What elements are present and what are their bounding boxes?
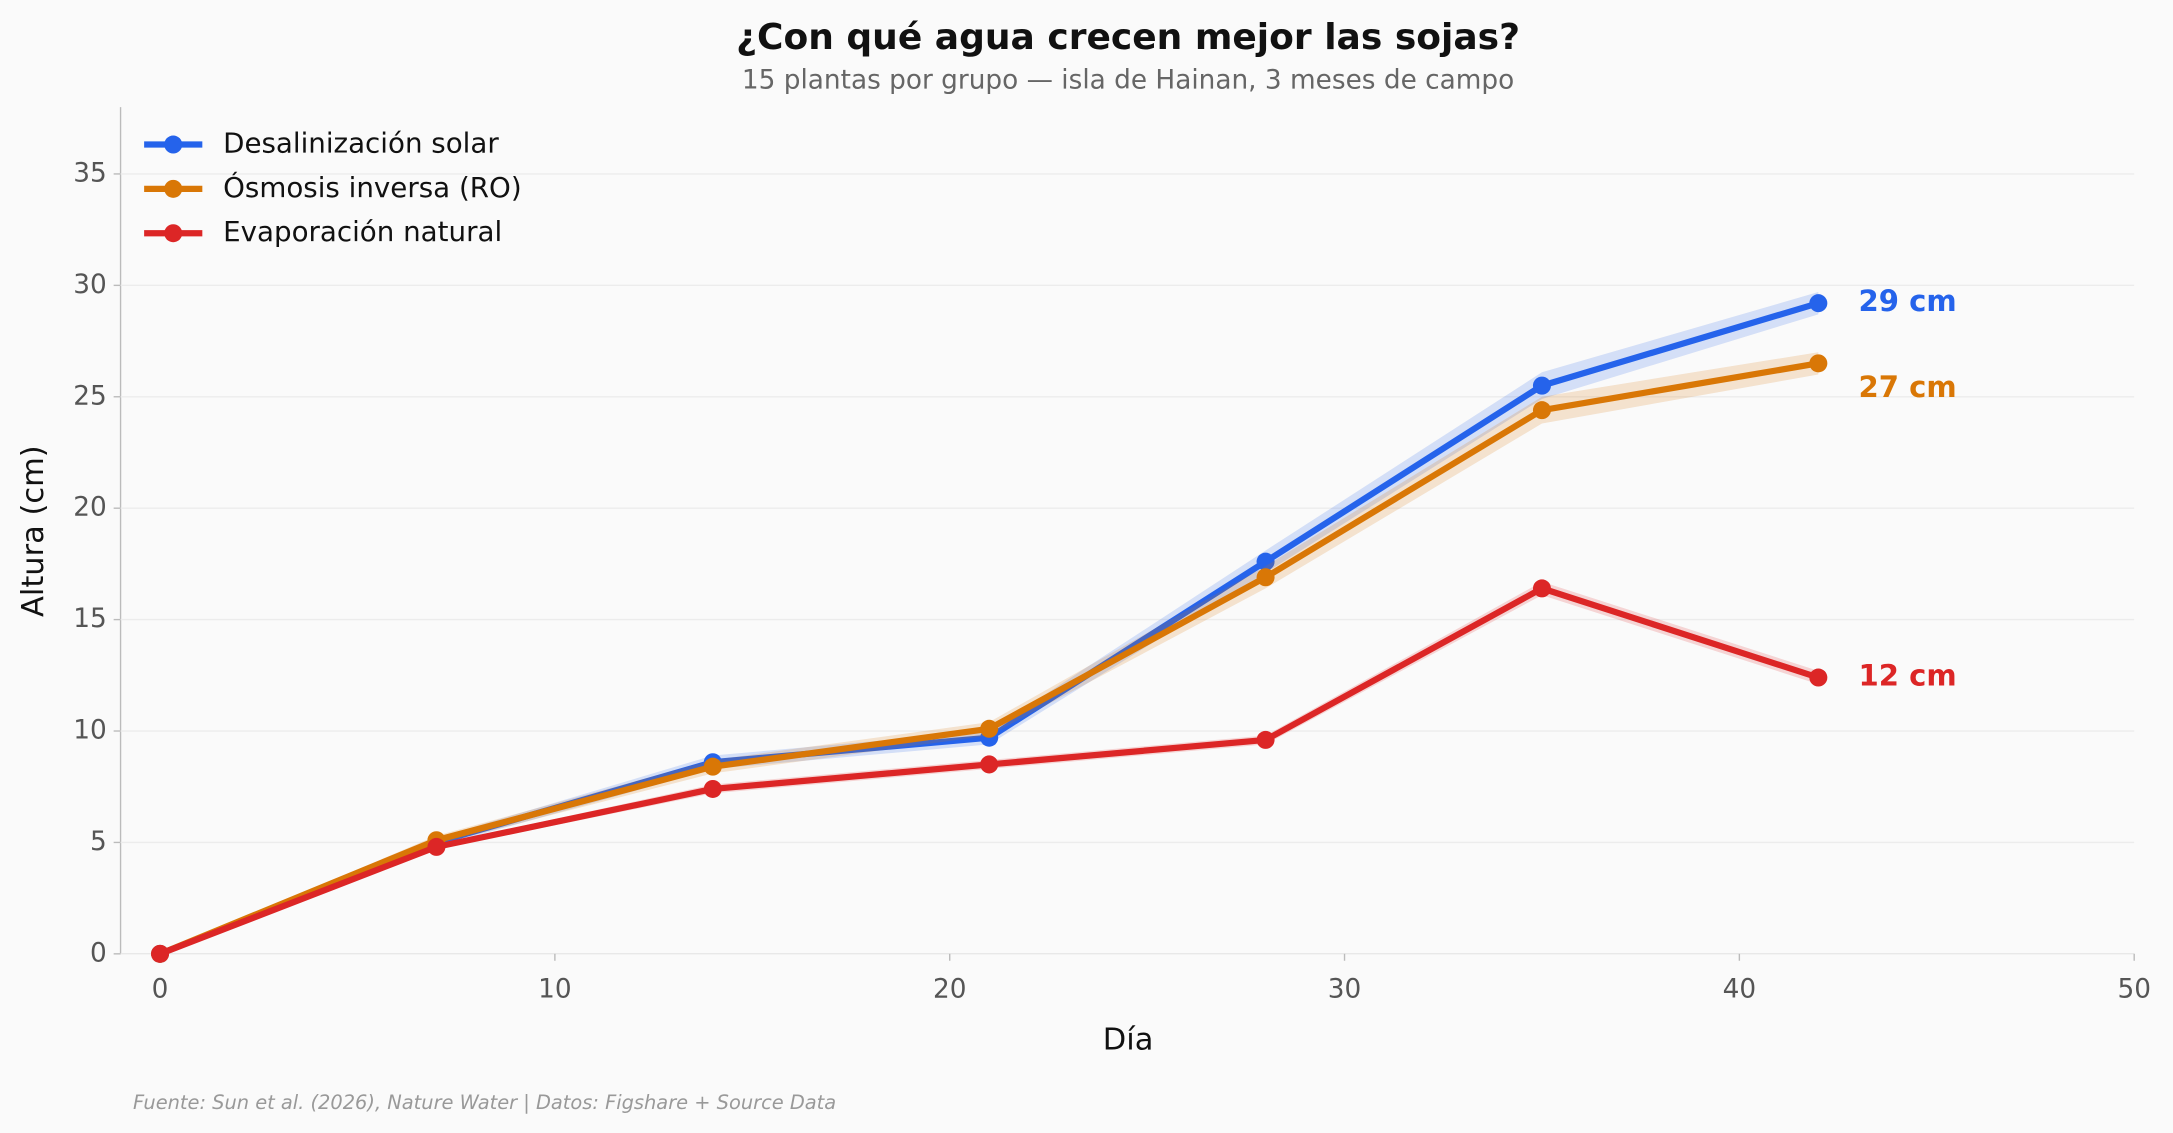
end-label: 27 cm [1859, 370, 1957, 404]
y-tick-label: 25 [73, 381, 107, 411]
data-point [1256, 730, 1275, 749]
data-point [703, 779, 722, 798]
error-band [160, 352, 1819, 954]
legend-label: Evaporación natural [223, 215, 502, 248]
legend-label: Ósmosis inversa (RO) [223, 170, 522, 204]
x-tick-label: 40 [1723, 974, 1757, 1004]
source-note: Fuente: Sun et al. (2026), Nature Water … [133, 1091, 836, 1114]
y-tick-label: 15 [73, 604, 107, 634]
x-tick-label: 10 [538, 974, 572, 1004]
legend-marker [164, 135, 183, 154]
chart-title: ¿Con qué agua crecen mejor las sojas? [736, 17, 1520, 58]
data-point [1532, 579, 1551, 598]
end-label: 29 cm [1859, 284, 1957, 318]
data-point [1809, 354, 1828, 373]
y-tick-label: 0 [90, 938, 107, 968]
x-axis-label: Día [1103, 1023, 1154, 1058]
x-tick-label: 50 [2117, 974, 2151, 1004]
legend-marker [164, 179, 183, 198]
y-tick-label: 35 [73, 158, 107, 188]
data-point [1809, 668, 1828, 687]
series-line [158, 360, 1819, 957]
data-point [1809, 294, 1828, 313]
x-tick-label: 0 [152, 974, 169, 1004]
data-point [151, 944, 170, 963]
data-point [1256, 568, 1275, 587]
x-tick-label: 30 [1328, 974, 1362, 1004]
data-point [1532, 376, 1551, 395]
data-point [980, 719, 999, 738]
y-tick-label: 30 [73, 270, 107, 300]
data-point [1256, 552, 1275, 571]
data-point [980, 755, 999, 774]
chart-subtitle: 15 plantas por grupo — isla de Hainan, 3… [742, 65, 1514, 95]
data-point [703, 757, 722, 776]
data-point [427, 837, 446, 856]
legend-marker [164, 224, 183, 243]
legend-label: Desalinización solar [223, 127, 499, 160]
y-tick-label: 20 [73, 493, 107, 523]
y-tick-label: 10 [73, 716, 107, 746]
x-tick-label: 20 [933, 974, 967, 1004]
y-axis-label: Altura (cm) [16, 445, 51, 617]
y-tick-label: 5 [90, 827, 107, 857]
end-label: 12 cm [1859, 659, 1957, 693]
data-point [1532, 401, 1551, 420]
